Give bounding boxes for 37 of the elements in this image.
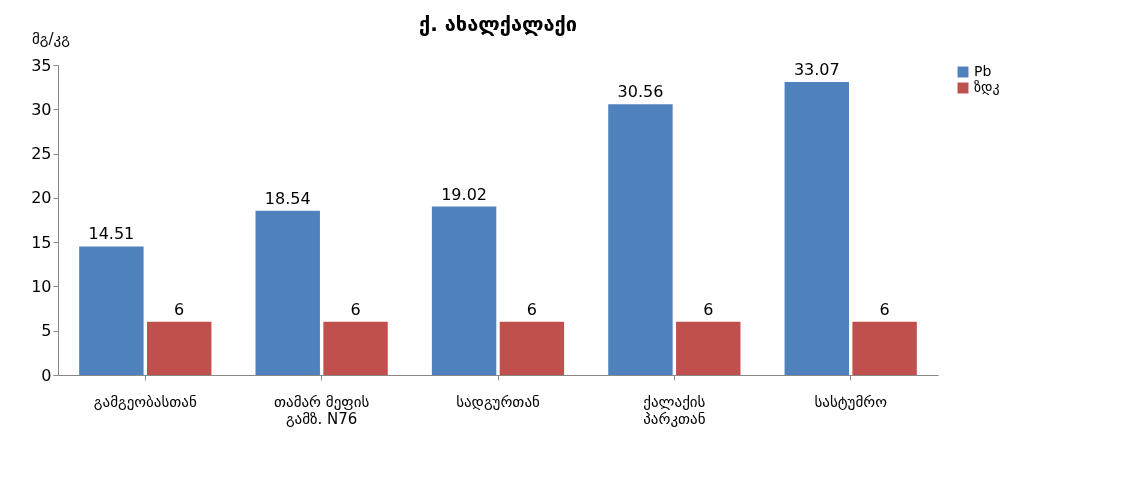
- y-tick-label: 35: [31, 55, 52, 75]
- chart-title: ქ. ახალქალაქი: [418, 12, 578, 36]
- y-axis-title: მგ/კგ: [32, 30, 71, 48]
- data-label: 6: [526, 299, 538, 319]
- y-tick-label: 10: [31, 276, 52, 296]
- y-tick-label: 20: [31, 188, 52, 208]
- y-tick-label: 30: [31, 99, 52, 119]
- x-tick-label: სადგურთან: [456, 392, 540, 411]
- bar: [499, 321, 565, 375]
- data-label: 14.51: [88, 224, 135, 244]
- y-tick-label: 0: [41, 365, 52, 385]
- data-label: 30.56: [617, 82, 664, 102]
- bar: [431, 206, 497, 375]
- y-tick-label: 25: [31, 144, 52, 164]
- legend-label: Pb: [974, 63, 992, 79]
- bar: [852, 321, 917, 375]
- bar: [608, 104, 673, 375]
- y-tick-label: 5: [41, 321, 52, 341]
- data-label: 19.02: [441, 184, 487, 204]
- bar: [146, 321, 212, 375]
- x-tick-label: გამგეობასთან: [93, 392, 197, 411]
- data-label: 6: [350, 299, 361, 319]
- legend-label: ზდკ: [974, 79, 1000, 95]
- bar: [323, 321, 388, 375]
- bar: [784, 82, 850, 375]
- x-tick-label: ქალაქის პარკთან: [643, 392, 706, 428]
- y-tick-label: 15: [31, 232, 52, 252]
- x-tick-label: თამარ მეფის გამზ. N76: [274, 392, 370, 428]
- bar: [676, 321, 741, 375]
- data-label: 33.07: [793, 60, 840, 80]
- data-label: 6: [879, 299, 890, 319]
- data-label: 6: [703, 299, 714, 319]
- data-label: 18.54: [264, 188, 311, 208]
- data-label: 6: [174, 299, 185, 319]
- bar: [79, 246, 144, 375]
- x-tick-label: სასტუმრო: [814, 392, 888, 411]
- bar: [255, 210, 320, 375]
